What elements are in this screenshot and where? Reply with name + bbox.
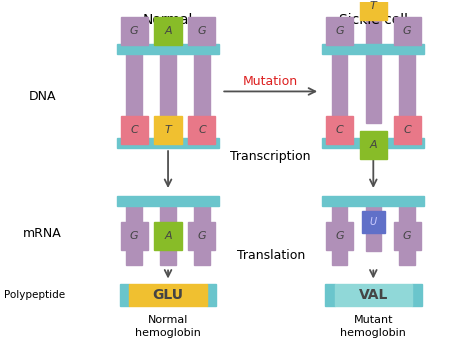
Text: C: C xyxy=(130,125,138,135)
Bar xyxy=(119,285,129,306)
Text: Mutant
hemoglobin: Mutant hemoglobin xyxy=(340,315,406,338)
Bar xyxy=(155,116,182,144)
Text: G: G xyxy=(198,26,206,36)
Bar xyxy=(188,17,216,45)
Bar xyxy=(362,211,385,233)
Text: C: C xyxy=(403,125,411,135)
Bar xyxy=(129,285,207,306)
Text: A: A xyxy=(164,26,172,36)
Bar xyxy=(117,138,219,148)
Text: Polypeptide: Polypeptide xyxy=(4,290,65,300)
Bar xyxy=(322,196,424,206)
Bar xyxy=(332,54,347,138)
Bar xyxy=(117,196,219,206)
Bar xyxy=(412,285,422,306)
Bar xyxy=(160,54,176,138)
Bar xyxy=(335,285,412,306)
Text: GLU: GLU xyxy=(153,288,183,302)
Bar xyxy=(155,222,182,250)
Bar xyxy=(322,44,424,54)
Bar xyxy=(365,0,381,123)
Bar xyxy=(120,116,148,144)
Text: DNA: DNA xyxy=(28,90,56,103)
Text: Mutation: Mutation xyxy=(243,75,298,88)
Bar xyxy=(326,116,353,144)
Text: Transcription: Transcription xyxy=(230,150,311,162)
Text: A: A xyxy=(164,231,172,241)
Bar xyxy=(120,222,148,250)
Bar xyxy=(393,222,421,250)
Bar xyxy=(400,54,415,138)
Bar xyxy=(322,138,424,148)
Text: G: G xyxy=(198,231,206,241)
Bar xyxy=(393,17,421,45)
Bar xyxy=(360,0,387,20)
Bar xyxy=(325,285,335,306)
Bar xyxy=(127,206,142,266)
Text: G: G xyxy=(335,231,344,241)
Text: G: G xyxy=(130,231,138,241)
Bar xyxy=(188,116,216,144)
Bar xyxy=(194,206,210,266)
Text: VAL: VAL xyxy=(359,288,388,302)
Bar xyxy=(160,206,176,266)
Text: G: G xyxy=(403,231,411,241)
Bar xyxy=(117,44,219,54)
Text: Normal
hemoglobin: Normal hemoglobin xyxy=(135,315,201,338)
Bar xyxy=(326,17,353,45)
Bar xyxy=(332,206,347,266)
Text: T: T xyxy=(164,125,172,135)
Bar xyxy=(188,222,216,250)
Text: C: C xyxy=(198,125,206,135)
Text: U: U xyxy=(370,217,377,227)
Text: mRNA: mRNA xyxy=(23,227,62,240)
Bar xyxy=(365,206,381,251)
Text: Translation: Translation xyxy=(237,249,305,262)
Bar xyxy=(360,131,387,159)
Text: G: G xyxy=(130,26,138,36)
Text: T: T xyxy=(370,1,377,11)
Text: G: G xyxy=(403,26,411,36)
Bar xyxy=(155,17,182,45)
Text: G: G xyxy=(335,26,344,36)
Bar xyxy=(207,285,217,306)
Bar xyxy=(400,206,415,266)
Bar xyxy=(326,222,353,250)
Bar xyxy=(127,54,142,138)
Text: Normal: Normal xyxy=(143,13,193,27)
Text: A: A xyxy=(370,140,377,150)
Bar xyxy=(194,54,210,138)
Text: Sickle cell: Sickle cell xyxy=(339,13,408,27)
Text: C: C xyxy=(336,125,343,135)
Bar xyxy=(120,17,148,45)
Bar xyxy=(393,116,421,144)
